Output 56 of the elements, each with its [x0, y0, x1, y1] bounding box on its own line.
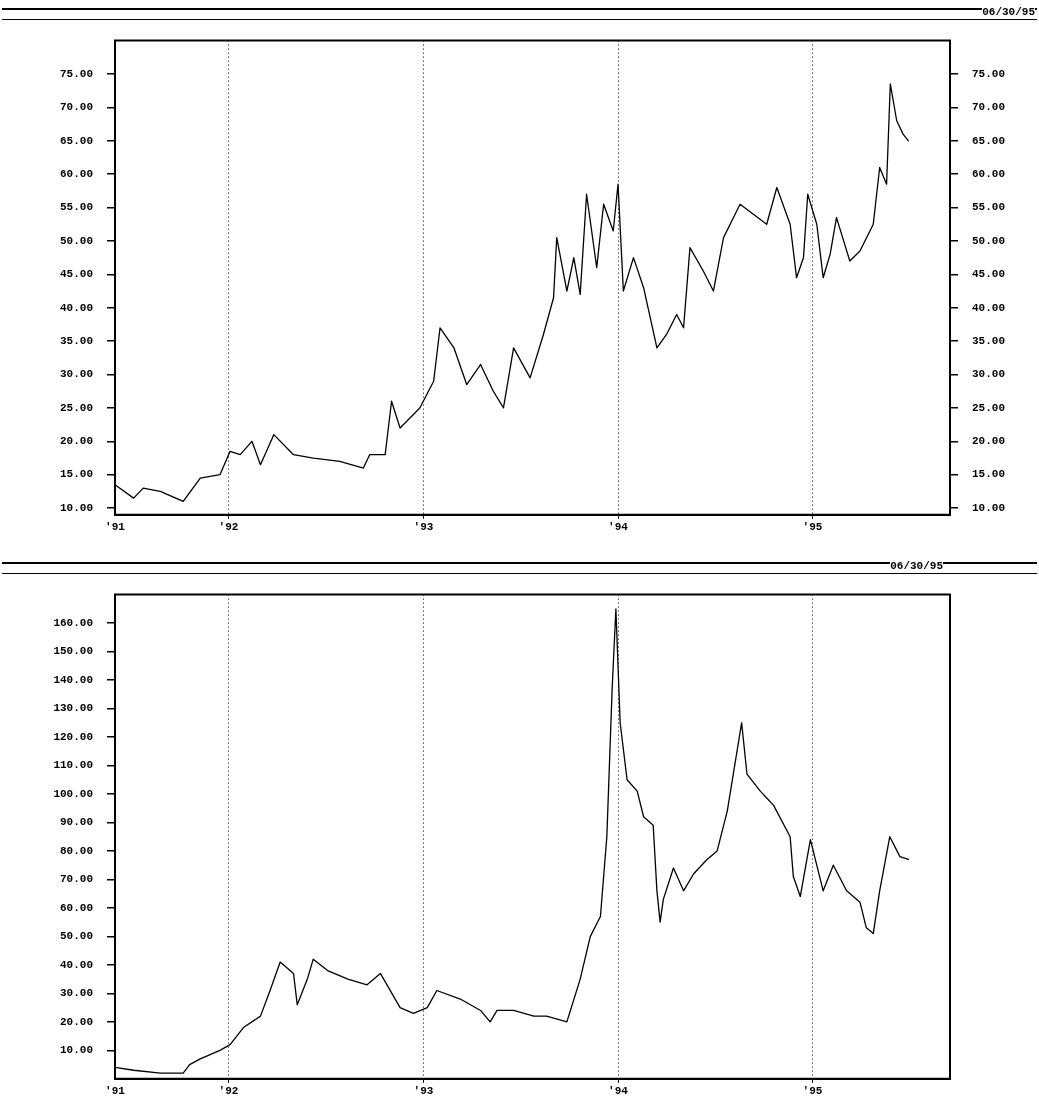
- y2-tick-label: 65.00: [972, 134, 1006, 147]
- y-tick-label: 30.00: [59, 368, 93, 381]
- y-tick-label: 20.00: [59, 1015, 93, 1028]
- text: 06/30/95: [982, 6, 1035, 18]
- y-tick-label: 100.00: [53, 787, 93, 800]
- y-tick-label: 120.00: [53, 730, 93, 743]
- y-tick-label: 45.00: [59, 268, 93, 281]
- y-tick-label: 70.00: [59, 101, 93, 114]
- y-tick-label: 50.00: [59, 930, 93, 943]
- y-tick-label: 50.00: [59, 234, 93, 247]
- x-tick-label: '95: [802, 1085, 823, 1098]
- chart-subtitle: 06/30/95: [890, 560, 943, 572]
- y2-tick-label: 55.00: [972, 201, 1006, 214]
- y-tick-label: 30.00: [59, 987, 93, 1000]
- y-tick-label: 25.00: [59, 401, 93, 414]
- y-tick-label: 110.00: [53, 759, 93, 772]
- y2-tick-label: 45.00: [972, 268, 1006, 281]
- y-tick-label: 55.00: [59, 201, 93, 214]
- y-tick-label: 90.00: [59, 816, 93, 829]
- x-tick-label: '92: [218, 521, 239, 534]
- y2-tick-label: 70.00: [972, 101, 1006, 114]
- x-tick-label: '91: [105, 1085, 126, 1098]
- y2-tick-label: 40.00: [972, 301, 1006, 314]
- y-tick-label: 60.00: [59, 167, 93, 180]
- y-tick-label: 40.00: [59, 301, 93, 314]
- x-tick-label: '93: [413, 521, 434, 534]
- y-tick-label: 70.00: [59, 873, 93, 886]
- x-tick-label: '95: [802, 521, 823, 534]
- y2-tick-label: 25.00: [972, 401, 1006, 414]
- x-tick-label: '94: [608, 1085, 629, 1098]
- y2-tick-label: 75.00: [972, 67, 1006, 80]
- y2-tick-label: 20.00: [972, 435, 1006, 448]
- y-tick-label: 20.00: [59, 435, 93, 448]
- y2-tick-label: 15.00: [972, 468, 1006, 481]
- y-tick-label: 130.00: [53, 702, 93, 715]
- y-tick-label: 160.00: [53, 616, 93, 629]
- x-tick-label: '94: [608, 521, 629, 534]
- x-tick-label: '92: [218, 1085, 239, 1098]
- y-tick-label: 65.00: [59, 134, 93, 147]
- y2-tick-label: 10.00: [972, 501, 1006, 514]
- y-tick-label: 15.00: [59, 468, 93, 481]
- y-tick-label: 75.00: [59, 67, 93, 80]
- y-tick-label: 40.00: [59, 958, 93, 971]
- y2-tick-label: 35.00: [972, 334, 1006, 347]
- y-tick-label: 80.00: [59, 844, 93, 857]
- y-tick-label: 60.00: [59, 901, 93, 914]
- y-tick-label: 150.00: [53, 645, 93, 658]
- x-tick-label: '91: [105, 521, 126, 534]
- y-tick-label: 140.00: [53, 673, 93, 686]
- y-tick-label: 10.00: [59, 501, 93, 514]
- y-tick-label: 35.00: [59, 334, 93, 347]
- y2-tick-label: 30.00: [972, 368, 1006, 381]
- x-tick-label: '93: [413, 1085, 434, 1098]
- y2-tick-label: 50.00: [972, 234, 1006, 247]
- y-tick-label: 10.00: [59, 1044, 93, 1057]
- y2-tick-label: 60.00: [972, 167, 1006, 180]
